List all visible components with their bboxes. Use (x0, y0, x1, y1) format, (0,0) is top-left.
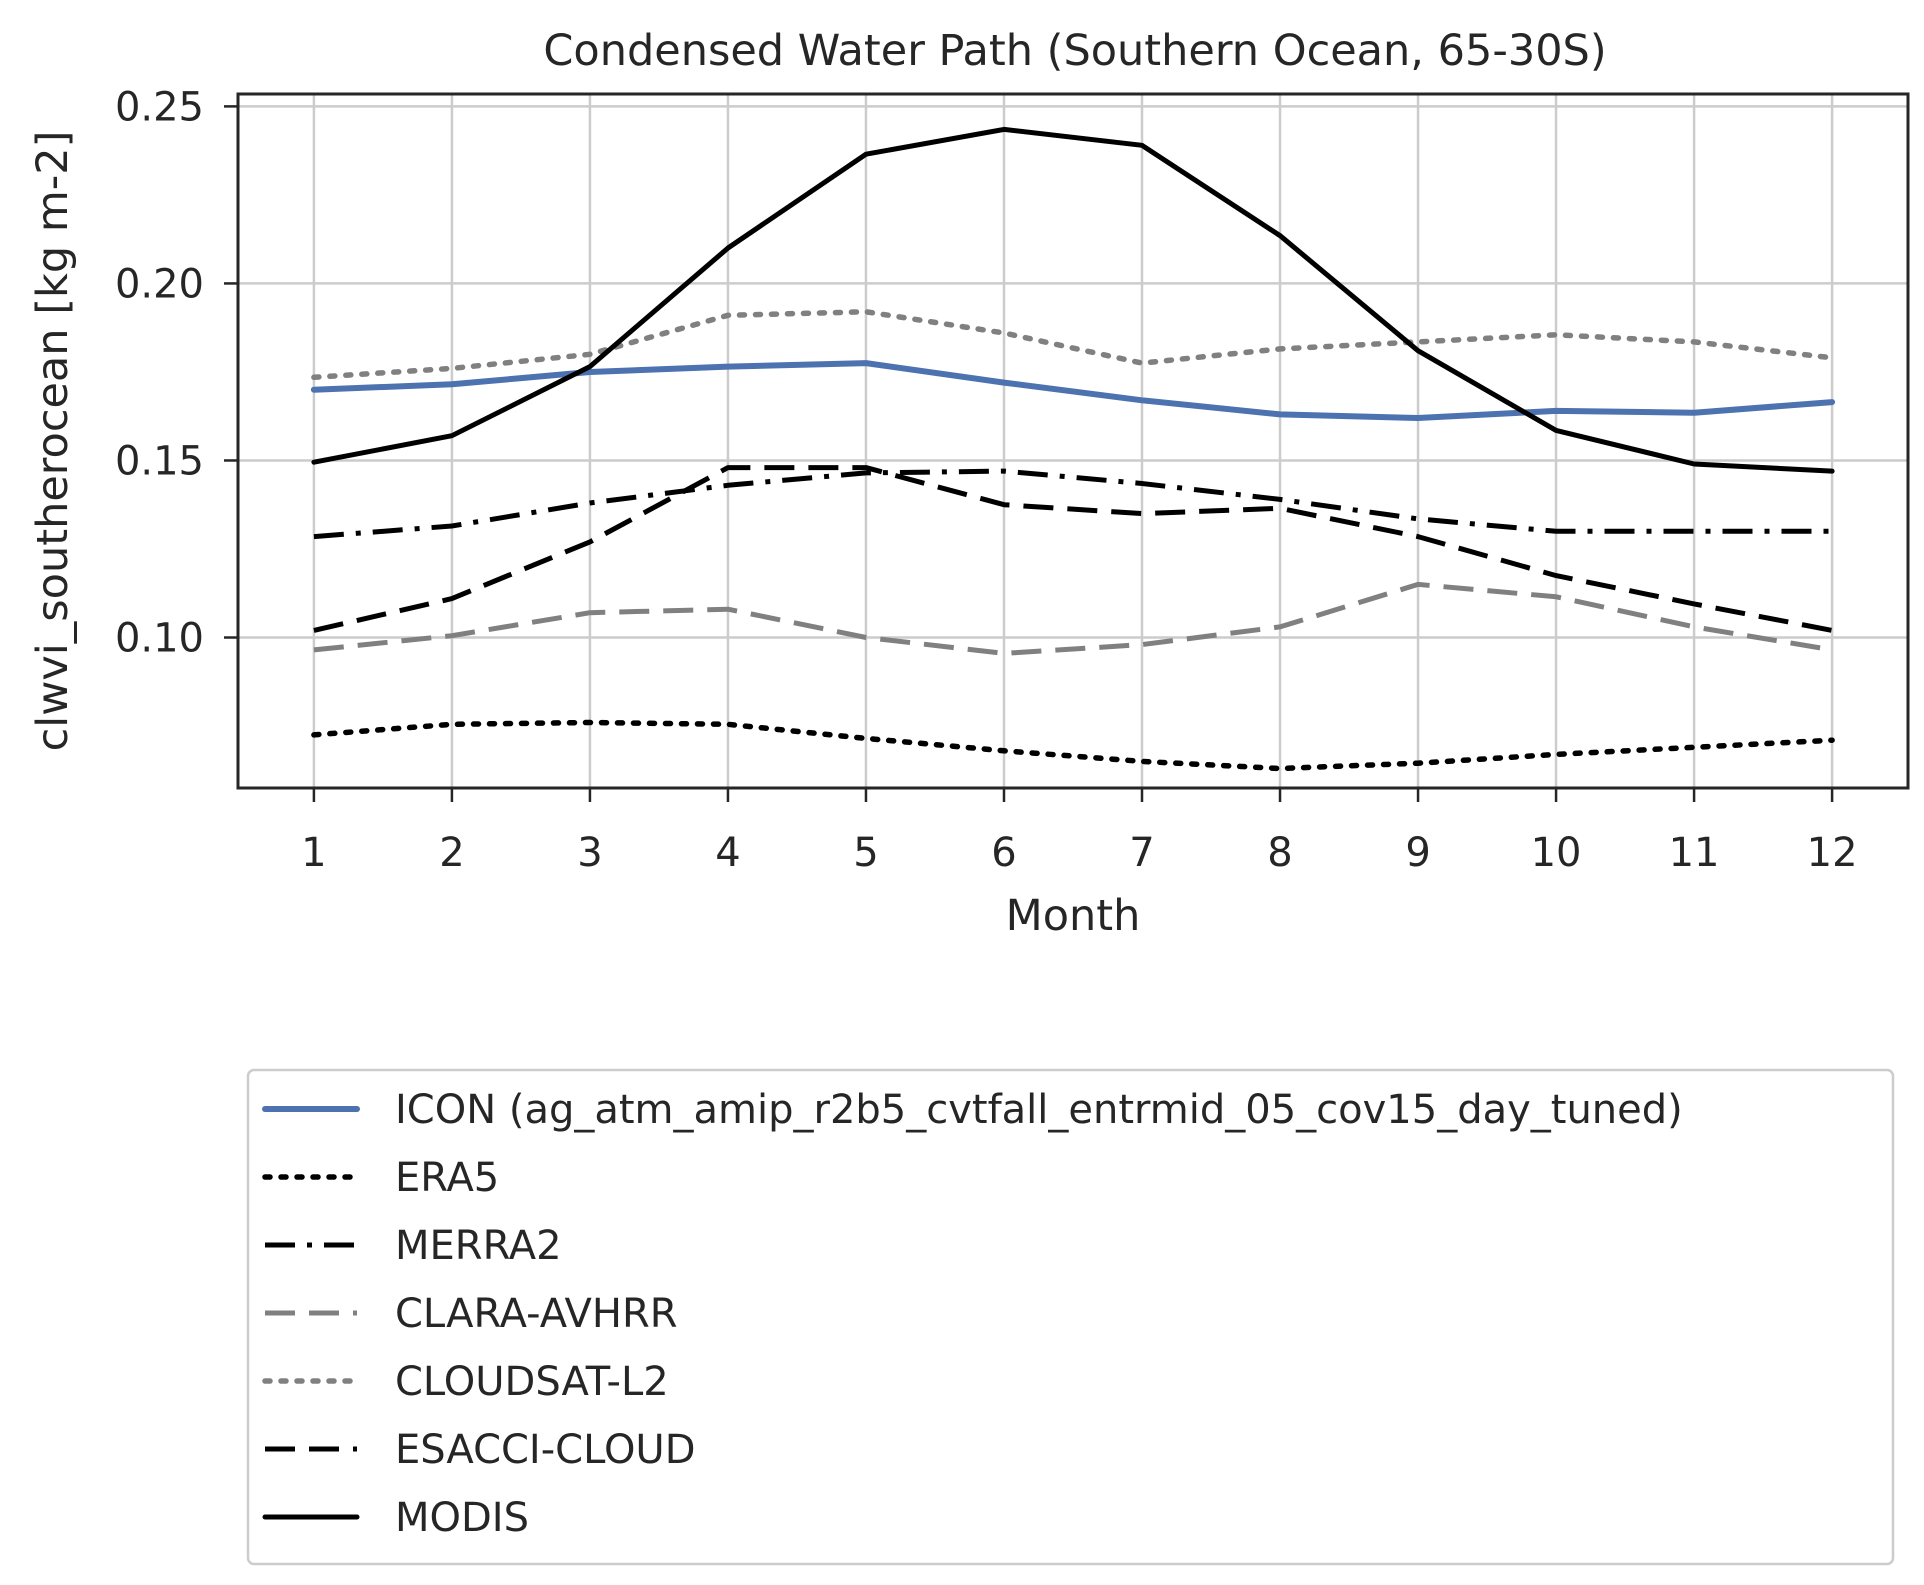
x-axis: 1 2 3 4 5 6 7 8 9 10 11 12 (301, 788, 1858, 876)
y-tick-label: 0.20 (115, 261, 204, 307)
y-axis: 0.10 0.15 0.20 0.25 (115, 84, 238, 662)
y-tick-label: 0.25 (115, 84, 204, 130)
x-tick-label: 4 (715, 830, 740, 876)
x-tick-label: 6 (991, 830, 1016, 876)
legend: ICON (ag_atm_amip_r2b5_cvtfall_entrmid_0… (246, 1068, 1895, 1566)
grid (238, 94, 1908, 788)
x-tick-label: 10 (1531, 830, 1582, 876)
chart-title: Condensed Water Path (Southern Ocean, 65… (543, 26, 1606, 76)
series-layer (310, 126, 1836, 772)
plot-frame (236, 92, 1910, 790)
series-line (313, 465, 1833, 633)
series-line (311, 309, 1835, 381)
legend-label: MODIS (395, 1495, 529, 1541)
x-tick-label: 5 (853, 830, 878, 876)
y-tick-label: 0.10 (115, 616, 204, 662)
x-tick-label: 8 (1267, 830, 1292, 876)
series-line (311, 126, 1835, 474)
legend-frame (246, 1068, 1895, 1566)
series-line (311, 719, 1835, 772)
legend-label: ERA5 (395, 1155, 499, 1201)
series-line (310, 360, 1836, 421)
x-tick-label: 12 (1807, 830, 1858, 876)
legend-label: ESACCI-CLOUD (395, 1427, 696, 1473)
x-tick-label: 1 (301, 830, 326, 876)
legend-label: CLARA-AVHRR (395, 1291, 678, 1337)
y-tick-label: 0.15 (115, 438, 204, 484)
x-axis-label: Month (1006, 891, 1141, 941)
legend-label: MERRA2 (395, 1223, 562, 1269)
series-line (313, 581, 1833, 656)
x-tick-label: 11 (1669, 830, 1720, 876)
x-tick-label: 9 (1405, 830, 1430, 876)
x-tick-label: 3 (577, 830, 602, 876)
x-tick-label: 7 (1129, 830, 1154, 876)
y-axis-label: clwvi_southerocean [kg m-2] (28, 131, 78, 752)
x-tick-label: 2 (439, 830, 464, 876)
legend-label: CLOUDSAT-L2 (395, 1359, 669, 1405)
legend-label: ICON (ag_atm_amip_r2b5_cvtfall_entrmid_0… (395, 1087, 1683, 1133)
series-line (313, 468, 1833, 540)
